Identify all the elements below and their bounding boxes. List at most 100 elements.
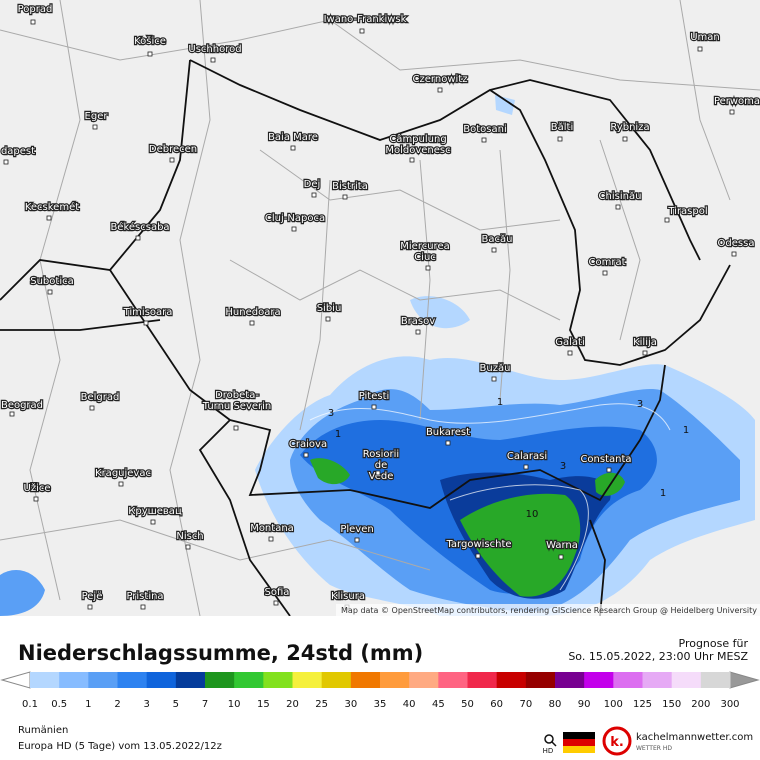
- colorbar-label: 10: [228, 699, 241, 710]
- city-label: Košice: [134, 35, 166, 47]
- city-marker: [415, 329, 421, 335]
- city-label: Békéscsaba: [110, 221, 169, 233]
- city-marker: [325, 316, 331, 322]
- colorbar-swatch: [205, 672, 235, 688]
- city-labels: Poprad Košice Uschhorod Iwano-Frankiwsk Uman…: [0, 3, 760, 610]
- forecast-time: So. 15.05.2022, 23:00 Uhr MESZ: [568, 650, 748, 663]
- colorbar-swatch: [350, 672, 381, 688]
- colorbar-swatch: [584, 672, 614, 688]
- forecast-label: Prognose für: [679, 637, 749, 650]
- city-label: Montana: [250, 523, 294, 534]
- city-marker: [185, 544, 191, 550]
- colorbar-label: 25: [315, 699, 328, 710]
- map: Poprad Košice Uschhorod Iwano-Frankiwsk Uman…: [0, 0, 760, 616]
- city-label: Klisura: [331, 591, 365, 602]
- city-marker: [409, 157, 415, 163]
- city-marker: [481, 137, 487, 143]
- city-label: Miercurea Ciuc: [400, 241, 449, 263]
- zoom-icon-handle: [551, 741, 557, 747]
- colorbar-swatch: [496, 672, 527, 688]
- city-marker: [147, 51, 153, 57]
- city-marker: [622, 136, 628, 142]
- colorbar-label: 125: [633, 699, 652, 710]
- rain-area: [495, 95, 515, 115]
- city-marker: [425, 265, 431, 271]
- city-label: Debrecen: [149, 144, 197, 155]
- city-label: Câmpulung Moldovenesc: [385, 133, 450, 156]
- contour-label: 10: [526, 509, 539, 520]
- city-label: Belgrad: [81, 392, 120, 403]
- city-label: Bukarest: [426, 427, 470, 438]
- colorbar-label: 45: [432, 699, 445, 710]
- city-label: Rosiorii de Vede: [363, 449, 399, 482]
- city-label: Subotica: [30, 276, 73, 287]
- contour-label: 3: [328, 408, 334, 419]
- colorbar-swatch: [555, 672, 585, 688]
- brand[interactable]: kachelmannwetter.com: [636, 732, 753, 743]
- city-label: Perwoma: [714, 96, 760, 107]
- city-marker: [135, 235, 141, 241]
- city-marker: [615, 204, 621, 210]
- city-label: Uman: [690, 32, 720, 43]
- colorbar-swatch: [380, 672, 410, 688]
- colorbar-swatch: [467, 672, 498, 688]
- city-marker: [273, 600, 279, 606]
- city-label: Botosani: [463, 124, 506, 135]
- flag-stripe: [563, 739, 595, 746]
- city-label: Bălti: [551, 122, 573, 133]
- city-label: Beograd: [1, 400, 43, 411]
- city-marker: [89, 405, 95, 411]
- flag-stripe[interactable]: [563, 732, 595, 739]
- city-marker: [606, 467, 612, 473]
- city-label: Pristina: [126, 591, 163, 602]
- city-label: Targowischte: [445, 539, 511, 550]
- city-label: Kragujevac: [95, 468, 151, 479]
- zoom-icon[interactable]: [544, 734, 554, 744]
- colorbar-label: 20: [286, 699, 299, 710]
- colorbar-swatch: [700, 672, 731, 688]
- city-label: Kecskemét: [25, 201, 79, 213]
- city-label: Dej: [304, 179, 321, 190]
- colorbar-swatch: [263, 672, 293, 688]
- city-marker: [664, 217, 670, 223]
- city-marker: [731, 251, 737, 257]
- city-marker: [140, 604, 146, 610]
- city-marker: [46, 215, 52, 221]
- city-label: Constanta: [580, 454, 631, 465]
- colorbar: 0.1 0.5 1 2 3 5 7 10 15 20 25 30 35 40 45 50 60 70 80 90 100…: [22, 672, 740, 710]
- legend-title: Niederschlagssumme, 24std (mm): [18, 641, 423, 665]
- contour-label: 1: [335, 429, 341, 440]
- city-label: Chisinău: [599, 191, 642, 202]
- colorbar-swatch: [642, 672, 673, 688]
- city-label: dapest: [1, 146, 35, 157]
- city-marker: [642, 350, 648, 356]
- city-marker: [3, 159, 9, 165]
- city-marker: [311, 192, 317, 198]
- city-label: Pleven: [340, 524, 373, 535]
- contour-label: 3: [637, 399, 643, 410]
- city-marker: [558, 554, 564, 560]
- city-marker: [523, 464, 529, 470]
- colorbar-swatch: [117, 672, 148, 688]
- brand-logo[interactable]: [602, 726, 632, 756]
- city-marker: [92, 124, 98, 130]
- city-marker: [375, 470, 381, 476]
- rain-area: [410, 296, 470, 329]
- city-marker: [143, 320, 149, 326]
- colorbar-label: 7: [202, 699, 208, 710]
- colorbar-label: 3: [143, 699, 149, 710]
- city-label: Craiova: [289, 439, 327, 450]
- region: Rumänien: [18, 725, 68, 736]
- country-borders: [0, 59, 731, 616]
- contour-label: 1: [683, 425, 689, 436]
- colorbar-swatch: [671, 672, 702, 688]
- brand-sub: WETTER HD: [636, 745, 672, 752]
- city-label: Poprad: [18, 4, 53, 15]
- colorbar-label: 200: [691, 699, 710, 710]
- city-label: Bistrita: [332, 181, 368, 192]
- colorbar-swatch: [321, 672, 352, 688]
- city-marker: [359, 28, 365, 34]
- city-marker: [33, 496, 39, 502]
- city-label: Bacău: [482, 234, 513, 245]
